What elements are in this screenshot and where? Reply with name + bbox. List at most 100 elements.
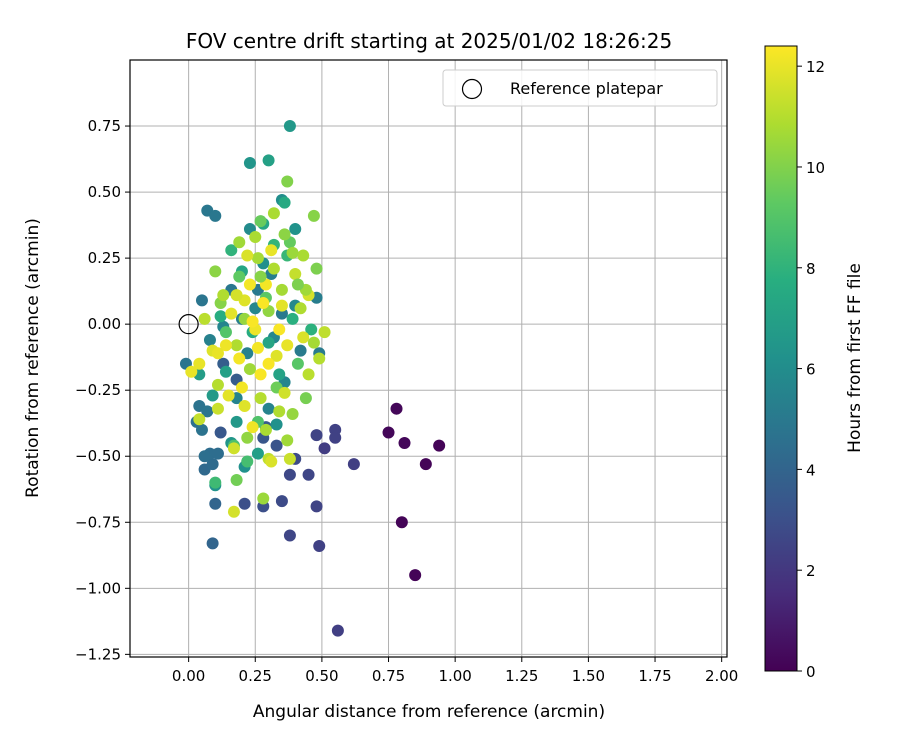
data-point [310, 500, 323, 513]
data-point [193, 357, 206, 370]
data-point [222, 389, 235, 402]
data-point [193, 413, 206, 426]
data-point [214, 310, 227, 323]
data-point [331, 624, 344, 637]
data-point [278, 228, 291, 241]
data-point [246, 315, 259, 328]
data-point [273, 368, 286, 381]
data-point [307, 209, 320, 222]
colorbar-tick-label: 4 [806, 461, 816, 479]
data-point [206, 389, 219, 402]
data-point [291, 357, 304, 370]
data-point [273, 405, 286, 418]
data-point [227, 505, 240, 518]
data-point [299, 392, 312, 405]
data-point [270, 418, 283, 431]
colorbar-tick-label: 2 [806, 562, 816, 580]
data-point [310, 262, 323, 275]
data-point [214, 426, 227, 439]
data-point [238, 497, 251, 510]
data-point [219, 365, 232, 378]
y-tick-label: −1.00 [75, 579, 121, 597]
data-point [265, 244, 278, 257]
data-point [286, 312, 299, 325]
data-point [302, 368, 315, 381]
data-point [243, 363, 256, 376]
data-point [270, 349, 283, 362]
data-point [241, 431, 254, 444]
data-point [307, 336, 320, 349]
data-point [281, 175, 294, 188]
data-point [310, 429, 323, 442]
data-point [227, 442, 240, 455]
data-point [409, 569, 422, 582]
data-point [217, 289, 230, 302]
x-tick-label: 1.00 [438, 667, 471, 685]
data-point [243, 278, 256, 291]
data-point [219, 339, 232, 352]
data-point [262, 402, 275, 415]
colorbar-ticks: 0 2 4 6 8 10 12 [797, 58, 825, 681]
data-point [198, 450, 211, 463]
colorbar-tick-label: 6 [806, 361, 816, 379]
y-tick-label: −0.75 [75, 513, 121, 531]
data-point [203, 334, 216, 347]
data-point [390, 402, 403, 415]
data-point [211, 447, 224, 460]
data-point [294, 344, 307, 357]
data-point [233, 270, 246, 283]
data-point [297, 331, 310, 344]
data-point [246, 421, 259, 434]
data-point [209, 265, 222, 278]
y-axis: 0.75 0.50 0.25 0.00 −0.25 −0.50 −0.75 −1.00 −1.2… [75, 117, 130, 663]
data-point [433, 439, 446, 452]
data-point [251, 341, 264, 354]
data-point [289, 267, 302, 280]
data-point [318, 442, 331, 455]
data-point [294, 302, 307, 315]
data-point [257, 492, 270, 505]
reference-marker [178, 314, 199, 335]
x-tick-label: 2.00 [705, 667, 738, 685]
data-point [198, 312, 211, 325]
data-point [278, 196, 291, 209]
colorbar-tick-label: 10 [806, 159, 825, 177]
data-point [329, 431, 342, 444]
data-point [211, 378, 224, 391]
data-point [286, 407, 299, 420]
data-point [283, 120, 296, 133]
colorbar-gradient [764, 45, 798, 672]
data-point [313, 540, 326, 553]
data-point [211, 402, 224, 415]
y-tick-label: −0.25 [75, 381, 121, 399]
data-point [302, 468, 315, 481]
legend: Reference platepar [442, 69, 718, 107]
colorbar: 0 2 4 6 8 10 12 Hours from first FF file [764, 45, 865, 681]
data-point [297, 249, 310, 262]
colorbar-tick-label: 12 [806, 58, 825, 76]
legend-marker-icon [461, 78, 483, 100]
legend-box [442, 69, 718, 107]
data-point [254, 368, 267, 381]
y-tick-label: 0.25 [88, 249, 121, 267]
data-point [230, 289, 243, 302]
data-point [249, 230, 262, 243]
data-point [195, 294, 208, 307]
data-point [318, 326, 331, 339]
data-point [230, 415, 243, 428]
x-tick-label: 0.25 [239, 667, 272, 685]
y-axis-label: Rotation from reference (arcmin) [23, 218, 43, 498]
data-point [206, 537, 219, 550]
data-point [233, 352, 246, 365]
data-point [209, 497, 222, 510]
x-axis-label: Angular distance from reference (arcmin) [253, 702, 605, 722]
data-point [211, 347, 224, 360]
data-point [251, 252, 264, 265]
data-point [265, 455, 278, 468]
y-tick-label: −1.25 [75, 645, 121, 663]
data-point [201, 405, 214, 418]
data-point [243, 157, 256, 170]
data-point [419, 458, 432, 471]
data-point [233, 236, 246, 249]
